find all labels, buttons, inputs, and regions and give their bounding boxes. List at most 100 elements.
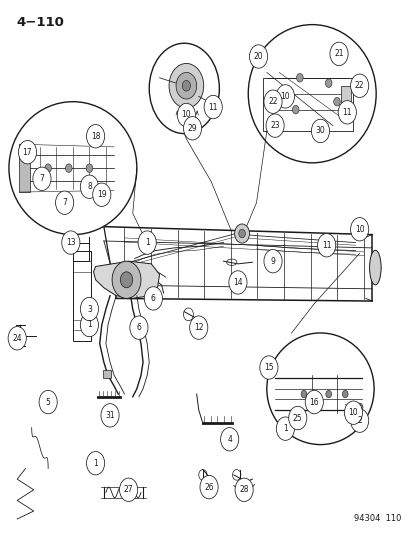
- Circle shape: [17, 330, 24, 341]
- Text: 28: 28: [239, 485, 248, 494]
- Circle shape: [249, 45, 267, 68]
- Circle shape: [199, 475, 218, 499]
- Text: 30: 30: [315, 126, 325, 135]
- Circle shape: [220, 427, 238, 451]
- Circle shape: [138, 231, 156, 254]
- Circle shape: [234, 224, 249, 243]
- Circle shape: [325, 390, 331, 398]
- Circle shape: [266, 114, 283, 138]
- Text: 29: 29: [187, 124, 197, 133]
- Circle shape: [86, 164, 93, 172]
- Circle shape: [130, 316, 147, 340]
- Circle shape: [259, 356, 277, 379]
- Circle shape: [311, 119, 329, 143]
- Text: 23: 23: [270, 121, 279, 130]
- Text: 4−110: 4−110: [17, 15, 64, 29]
- Text: 7: 7: [62, 198, 67, 207]
- Circle shape: [62, 231, 80, 254]
- Text: 6: 6: [136, 323, 141, 332]
- Circle shape: [292, 106, 298, 114]
- Circle shape: [55, 191, 74, 214]
- Circle shape: [356, 403, 362, 411]
- Circle shape: [80, 175, 98, 198]
- Circle shape: [325, 79, 331, 87]
- Circle shape: [228, 271, 247, 294]
- Circle shape: [300, 390, 306, 398]
- Circle shape: [169, 63, 203, 108]
- Circle shape: [101, 403, 119, 427]
- Circle shape: [93, 183, 111, 206]
- Circle shape: [182, 80, 190, 91]
- Text: 21: 21: [333, 50, 343, 58]
- Circle shape: [183, 117, 201, 140]
- Circle shape: [204, 95, 222, 119]
- Text: 22: 22: [268, 97, 277, 106]
- Circle shape: [344, 401, 362, 424]
- Text: 17: 17: [23, 148, 32, 157]
- Text: 19: 19: [97, 190, 106, 199]
- Text: 9: 9: [270, 257, 275, 265]
- Text: 1: 1: [282, 424, 287, 433]
- Circle shape: [329, 42, 347, 66]
- Text: 20: 20: [253, 52, 263, 61]
- Circle shape: [144, 287, 162, 310]
- Text: 4: 4: [227, 435, 232, 444]
- Circle shape: [317, 233, 335, 257]
- Text: 18: 18: [90, 132, 100, 141]
- Text: 94304  110: 94304 110: [353, 514, 400, 523]
- Text: 7: 7: [39, 174, 44, 183]
- Text: 26: 26: [204, 482, 214, 491]
- Circle shape: [275, 417, 294, 440]
- Text: 3: 3: [87, 304, 92, 313]
- Circle shape: [33, 167, 51, 190]
- Circle shape: [8, 327, 26, 350]
- Circle shape: [350, 217, 368, 241]
- Circle shape: [177, 103, 195, 127]
- Text: 15: 15: [263, 363, 273, 372]
- Circle shape: [86, 125, 104, 148]
- Circle shape: [263, 249, 281, 273]
- Circle shape: [342, 390, 347, 398]
- Text: 11: 11: [342, 108, 351, 117]
- Text: 2: 2: [356, 416, 361, 425]
- Text: 22: 22: [354, 81, 363, 90]
- Text: 11: 11: [208, 102, 217, 111]
- Text: 13: 13: [66, 238, 76, 247]
- Bar: [262, 78, 353, 131]
- Circle shape: [80, 313, 98, 337]
- Text: 14: 14: [233, 278, 242, 287]
- Text: 25: 25: [292, 414, 302, 423]
- Circle shape: [119, 478, 138, 502]
- Circle shape: [350, 74, 368, 98]
- Text: 10: 10: [354, 225, 363, 234]
- Circle shape: [39, 390, 57, 414]
- Bar: [340, 86, 351, 102]
- Circle shape: [288, 406, 306, 430]
- Circle shape: [80, 297, 98, 321]
- Circle shape: [189, 316, 207, 340]
- Circle shape: [337, 101, 356, 124]
- Circle shape: [176, 72, 196, 99]
- Text: 1: 1: [93, 459, 98, 467]
- Ellipse shape: [369, 251, 380, 285]
- Circle shape: [350, 409, 368, 432]
- Bar: [19, 144, 29, 192]
- Bar: [103, 370, 111, 378]
- Circle shape: [45, 164, 51, 172]
- Text: 16: 16: [309, 398, 318, 407]
- Text: 8: 8: [87, 182, 92, 191]
- Circle shape: [19, 141, 36, 164]
- Text: 12: 12: [194, 323, 203, 332]
- Text: 27: 27: [123, 485, 133, 494]
- Circle shape: [238, 229, 245, 238]
- Text: 31: 31: [105, 411, 114, 420]
- Text: 10: 10: [181, 110, 191, 119]
- Circle shape: [86, 451, 104, 475]
- Text: 1: 1: [87, 320, 92, 329]
- Circle shape: [112, 261, 141, 298]
- Text: 10: 10: [348, 408, 357, 417]
- Text: 5: 5: [45, 398, 50, 407]
- Circle shape: [296, 74, 302, 82]
- Circle shape: [235, 478, 253, 502]
- Text: 6: 6: [151, 294, 155, 303]
